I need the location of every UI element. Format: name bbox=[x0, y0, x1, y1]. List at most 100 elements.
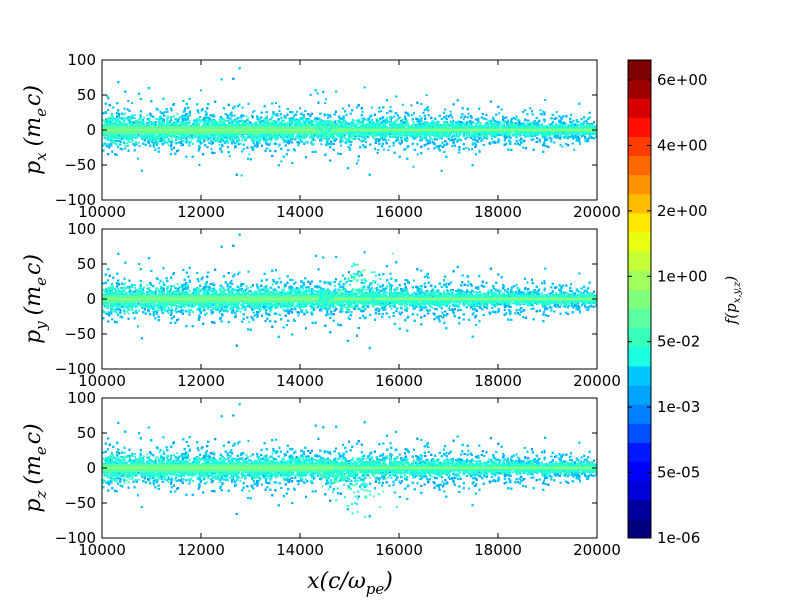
colorbar-segment bbox=[628, 155, 651, 176]
x-tick-label: 14000 bbox=[276, 372, 324, 390]
colorbar: 6e+00 4e+00 2e+00 1e+00 5e-02 1e-03 5e-05 1e-06 bbox=[627, 59, 707, 547]
colorbar-segment bbox=[628, 270, 651, 290]
panel-z: 10000 12000 14000 16000 18000 20000 100 50 0 −50 −… bbox=[21, 389, 621, 559]
x-axis-label-sub: pe bbox=[366, 580, 385, 598]
colorbar-tick-label: 5e-02 bbox=[657, 333, 700, 351]
colorbar-segment bbox=[628, 327, 651, 348]
y-axis-label-sub: z bbox=[32, 491, 50, 500]
x-tick-label: 12000 bbox=[177, 372, 225, 390]
colorbar-segment bbox=[628, 289, 651, 310]
colorbar-segment bbox=[628, 518, 651, 539]
x-tick-label: 10000 bbox=[78, 203, 126, 221]
x-tick-label: 18000 bbox=[474, 541, 522, 559]
y-axis-label-unit: (m bbox=[21, 117, 46, 146]
y-axis-label: pz (me c) bbox=[21, 423, 50, 512]
x-tick-label: 20000 bbox=[573, 203, 621, 221]
colorbar-segment bbox=[628, 480, 651, 501]
colorbar-segment bbox=[628, 461, 651, 482]
y-axis-label-unit: (m bbox=[21, 455, 46, 484]
colorbar-segment bbox=[628, 193, 651, 214]
colorbar-label-sub: x,y,z bbox=[732, 281, 743, 303]
y-tick-label: 0 bbox=[86, 290, 96, 308]
x-axis-label: x(c/ωpe) bbox=[307, 569, 393, 598]
y-axis-label-unit-tail: c) bbox=[21, 423, 46, 444]
colorbar-segment bbox=[628, 365, 651, 386]
y-axis-label-unit-sub: e bbox=[32, 446, 50, 455]
y-tick-label: −100 bbox=[55, 360, 96, 378]
colorbar-segment bbox=[628, 232, 651, 252]
density-map bbox=[102, 233, 597, 350]
y-axis-label-unit-sub: e bbox=[32, 108, 50, 117]
x-tick-label: 10000 bbox=[78, 541, 126, 559]
colorbar-tick-label: 6e+00 bbox=[657, 71, 707, 89]
colorbar-segment bbox=[628, 251, 651, 271]
y-tick-label: 0 bbox=[86, 121, 96, 139]
y-tick-label: 100 bbox=[67, 51, 96, 69]
y-axis-label-var: p bbox=[21, 499, 46, 513]
colorbar-segment bbox=[628, 404, 651, 424]
panel-y: 10000 12000 14000 16000 18000 20000 100 50 0 −50 −… bbox=[21, 220, 621, 390]
y-axis-label-var: p bbox=[21, 161, 46, 175]
x-tick-label: 18000 bbox=[474, 203, 522, 221]
x-tick-label: 16000 bbox=[375, 541, 423, 559]
panel-x: 10000 12000 14000 16000 18000 20000 100 50 0 −50 −… bbox=[21, 51, 621, 221]
y-tick-label: 0 bbox=[86, 459, 96, 477]
density-map bbox=[102, 67, 597, 177]
y-tick-label: −100 bbox=[55, 191, 96, 209]
x-tick-label: 20000 bbox=[573, 372, 621, 390]
x-tick-label: 14000 bbox=[276, 203, 324, 221]
y-tick-label: −100 bbox=[55, 529, 96, 547]
colorbar-segment bbox=[628, 136, 651, 157]
x-tick-label: 10000 bbox=[78, 372, 126, 390]
colorbar-frame bbox=[627, 59, 652, 539]
y-tick-label: −50 bbox=[64, 156, 96, 174]
colorbar-segment bbox=[628, 212, 651, 233]
colorbar-label-close: ) bbox=[722, 276, 740, 283]
y-tick-label: 100 bbox=[67, 220, 96, 238]
colorbar-segment bbox=[628, 423, 651, 443]
colorbar-tick-label: 4e+00 bbox=[657, 136, 707, 154]
y-axis-label-var: p bbox=[21, 330, 46, 344]
x-axis-label-close: ) bbox=[383, 569, 393, 594]
colorbar-segment bbox=[628, 98, 651, 118]
y-tick-label: 50 bbox=[77, 424, 96, 442]
colorbar-tick-label: 1e+00 bbox=[657, 267, 707, 285]
x-tick-label: 16000 bbox=[375, 372, 423, 390]
colorbar-segment bbox=[628, 79, 651, 99]
x-axis-label-main: x(c/ω bbox=[307, 569, 366, 594]
y-axis-label-sub: y bbox=[32, 321, 50, 331]
y-tick-label: 50 bbox=[77, 86, 96, 104]
colorbar-tick-label: 1e-03 bbox=[657, 398, 700, 416]
colorbar-segment bbox=[628, 308, 651, 329]
y-axis-label-sub: x bbox=[32, 152, 50, 161]
colorbar-segment bbox=[628, 346, 651, 367]
colorbar-label-main: f(p bbox=[722, 303, 740, 325]
x-tick-label: 18000 bbox=[474, 372, 522, 390]
x-tick-label: 20000 bbox=[573, 541, 621, 559]
y-axis-label-unit-sub: e bbox=[32, 277, 50, 286]
y-axis-label: px (me c) bbox=[21, 85, 50, 175]
y-tick-label: 100 bbox=[67, 389, 96, 407]
x-tick-label: 14000 bbox=[276, 541, 324, 559]
x-tick-label: 12000 bbox=[177, 541, 225, 559]
density-map bbox=[102, 403, 597, 518]
colorbar-segment bbox=[628, 174, 651, 195]
y-tick-label: −50 bbox=[64, 325, 96, 343]
colorbar-segment bbox=[628, 117, 651, 137]
y-axis-label: py (me c) bbox=[21, 254, 50, 344]
colorbar-tick-label: 2e+00 bbox=[657, 202, 707, 220]
x-tick-label: 12000 bbox=[177, 203, 225, 221]
y-tick-label: 50 bbox=[77, 255, 96, 273]
y-tick-label: −50 bbox=[64, 494, 96, 512]
colorbar-tick-label: 1e-06 bbox=[657, 529, 700, 547]
colorbar-tick-label: 5e-05 bbox=[657, 464, 700, 482]
x-tick-label: 16000 bbox=[375, 203, 423, 221]
colorbar-segment bbox=[628, 442, 651, 463]
panels: 10000 12000 14000 16000 18000 20000100500−50−… bbox=[21, 51, 621, 559]
y-axis-label-unit-tail: c) bbox=[21, 254, 46, 275]
y-axis-label-unit: (m bbox=[21, 286, 46, 315]
colorbar-segment bbox=[628, 385, 651, 405]
colorbar-segment bbox=[628, 60, 651, 80]
colorbar-segment bbox=[628, 499, 651, 520]
